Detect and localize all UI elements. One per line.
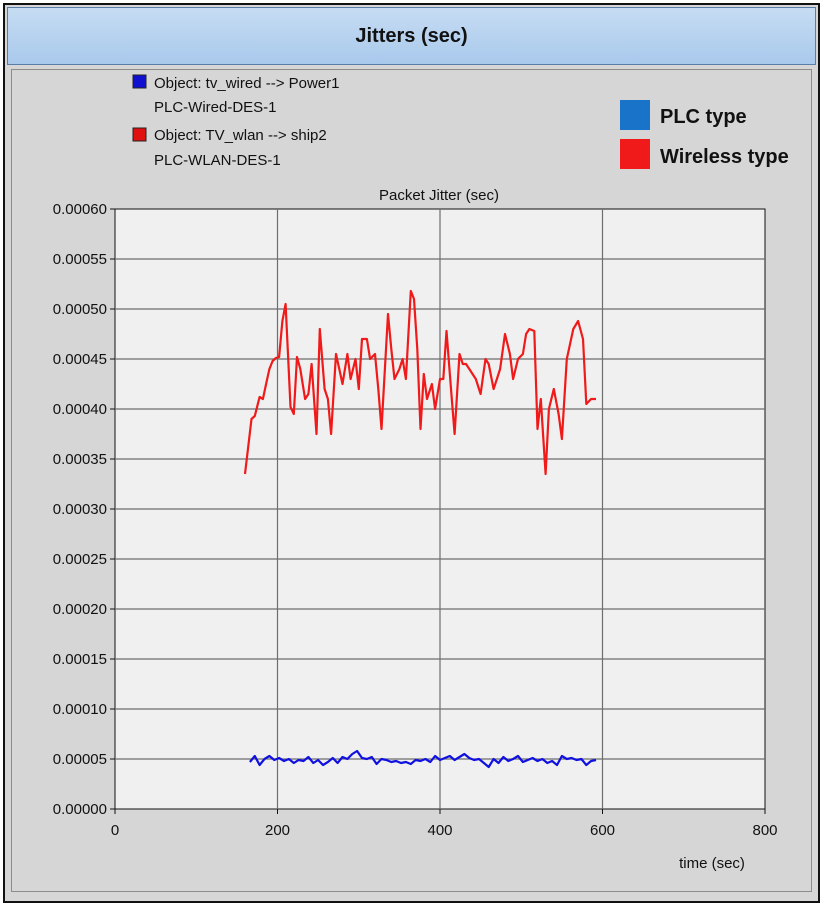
- legend-entry-wlan-line1: Object: TV_wlan --> ship2: [154, 127, 327, 144]
- legend-swatch-wlan: [132, 127, 147, 142]
- type-legend: PLC type Wireless type: [620, 100, 789, 169]
- y-axis-ticks: 0.00000 0.00005 0.00010 0.00015 0.00020 0.000…: [53, 201, 115, 818]
- grid: [115, 209, 765, 809]
- y-tick-label: 0.00030: [53, 501, 107, 518]
- plot-title: Packet Jitter (sec): [379, 187, 499, 204]
- y-tick-label: 0.00035: [53, 451, 107, 468]
- y-tick-label: 0.00000: [53, 801, 107, 818]
- y-tick-label: 0.00060: [53, 201, 107, 218]
- chart-panel: Object: tv_wired --> Power1 PLC-Wired-DE…: [11, 69, 812, 892]
- legend-entry-wired-line2: PLC-Wired-DES-1: [154, 99, 277, 116]
- chart-window: Jitters (sec) Object: tv_wired --> Power…: [3, 3, 820, 903]
- y-tick-label: 0.00055: [53, 251, 107, 268]
- x-tick-label: 400: [427, 822, 452, 839]
- y-tick-label: 0.00020: [53, 601, 107, 618]
- legend-swatch-wired: [132, 74, 147, 89]
- x-tick-label: 800: [752, 822, 777, 839]
- y-tick-label: 0.00010: [53, 701, 107, 718]
- x-axis-ticks: 0 200 400 600 800: [111, 809, 778, 839]
- object-legend: Object: tv_wired --> Power1 PLC-Wired-DE…: [132, 74, 340, 169]
- type-legend-swatch-wireless: [620, 139, 650, 169]
- y-tick-label: 0.00040: [53, 401, 107, 418]
- type-legend-swatch-plc: [620, 100, 650, 130]
- window-titlebar: Jitters (sec): [7, 7, 816, 65]
- series-layer: [243, 289, 597, 769]
- legend-entry-wlan-line2: PLC-WLAN-DES-1: [154, 152, 281, 169]
- jitter-chart: Object: tv_wired --> Power1 PLC-Wired-DE…: [53, 74, 789, 872]
- x-tick-label: 200: [265, 822, 290, 839]
- x-axis-label: time (sec): [679, 855, 745, 872]
- legend-entry-wired-line1: Object: tv_wired --> Power1: [154, 75, 340, 92]
- series-line-plc-wired: [249, 749, 597, 769]
- type-legend-wireless-label: Wireless type: [660, 146, 789, 168]
- y-tick-label: 0.00025: [53, 551, 107, 568]
- window-title: Jitters (sec): [355, 24, 468, 47]
- series-line-wlan: [243, 289, 596, 476]
- x-tick-label: 0: [111, 822, 119, 839]
- y-tick-label: 0.00005: [53, 751, 107, 768]
- y-tick-label: 0.00045: [53, 351, 107, 368]
- y-tick-label: 0.00050: [53, 301, 107, 318]
- y-tick-label: 0.00015: [53, 651, 107, 668]
- type-legend-plc-label: PLC type: [660, 106, 747, 128]
- x-tick-label: 600: [590, 822, 615, 839]
